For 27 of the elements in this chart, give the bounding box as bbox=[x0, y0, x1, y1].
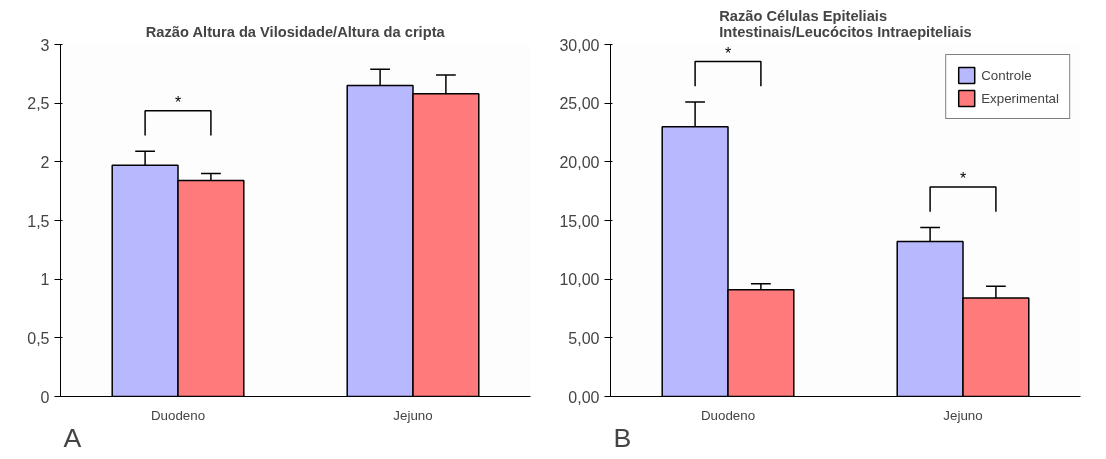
annotation: * bbox=[724, 44, 732, 62]
y-tick-label: 15,00 bbox=[559, 212, 600, 230]
y-tick-label: 0,5 bbox=[27, 329, 50, 347]
text: B bbox=[613, 422, 632, 453]
y-tick-label: 5,00 bbox=[568, 329, 600, 347]
text: A bbox=[63, 422, 82, 453]
y-tick-label: 25,00 bbox=[559, 95, 600, 113]
y-tick-label: 2 bbox=[40, 153, 50, 171]
y-tick-label: 1 bbox=[40, 271, 50, 289]
y-tick-label: 1,5 bbox=[27, 212, 50, 230]
x-tick-label: Jejuno bbox=[943, 407, 983, 423]
chart-title: Razão Células Epiteliais Intestinais/Leucócitos Intraepiteliais bbox=[719, 7, 972, 40]
legend-label: Controle bbox=[981, 67, 1032, 83]
x-tick-label: Duodeno bbox=[150, 407, 206, 423]
y-tick-label: 2,5 bbox=[27, 95, 50, 113]
x-tick-label: Jejuno bbox=[393, 407, 433, 423]
annotation: * bbox=[959, 170, 967, 188]
chart-title: Razão Altura da Vilosidade/Altura da cripta bbox=[145, 23, 446, 40]
y-tick-label: 10,00 bbox=[559, 271, 600, 289]
x-tick-label: Duodeno bbox=[700, 407, 756, 423]
legend-label: Experimental bbox=[981, 90, 1059, 106]
y-tick-label: 3 bbox=[40, 36, 50, 54]
y-tick-label: 0,00 bbox=[568, 388, 600, 406]
y-tick-label: 0 bbox=[40, 388, 50, 406]
annotation: * bbox=[174, 93, 182, 111]
y-tick-label: 20,00 bbox=[559, 153, 600, 171]
y-tick-label: 30,00 bbox=[559, 36, 600, 54]
